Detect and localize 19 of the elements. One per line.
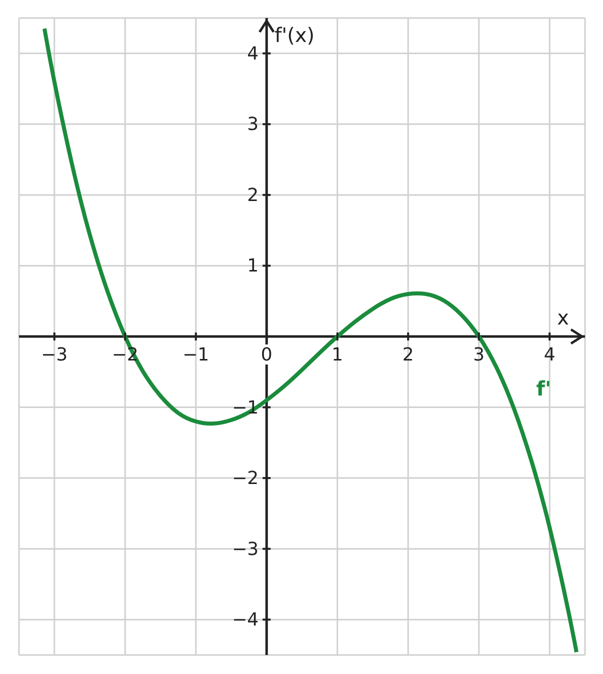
x-axis-title: x	[557, 306, 570, 330]
series-label: f'	[536, 376, 552, 400]
y-tick-label: −4	[232, 610, 259, 631]
x-tick-label: 4	[544, 344, 556, 366]
y-tick-label: 1	[247, 256, 259, 277]
x-tick-label: 2	[402, 344, 414, 366]
x-tick-label: 3	[473, 344, 485, 366]
y-tick-label: −1	[232, 397, 259, 418]
x-tick-label: −1	[182, 344, 210, 366]
y-tick-label: 2	[247, 184, 259, 206]
y-tick-label: −2	[232, 468, 259, 490]
y-tick-label: 3	[247, 114, 259, 136]
y-axis-title: f'(x)	[274, 23, 315, 47]
x-tick-label: 0	[260, 344, 272, 366]
line-series	[42, 26, 579, 654]
x-tick-label: −3	[41, 344, 68, 366]
x-tick-label: 1	[332, 344, 344, 366]
y-tick-label: −3	[232, 538, 259, 560]
y-tick-label: 4	[247, 43, 259, 64]
